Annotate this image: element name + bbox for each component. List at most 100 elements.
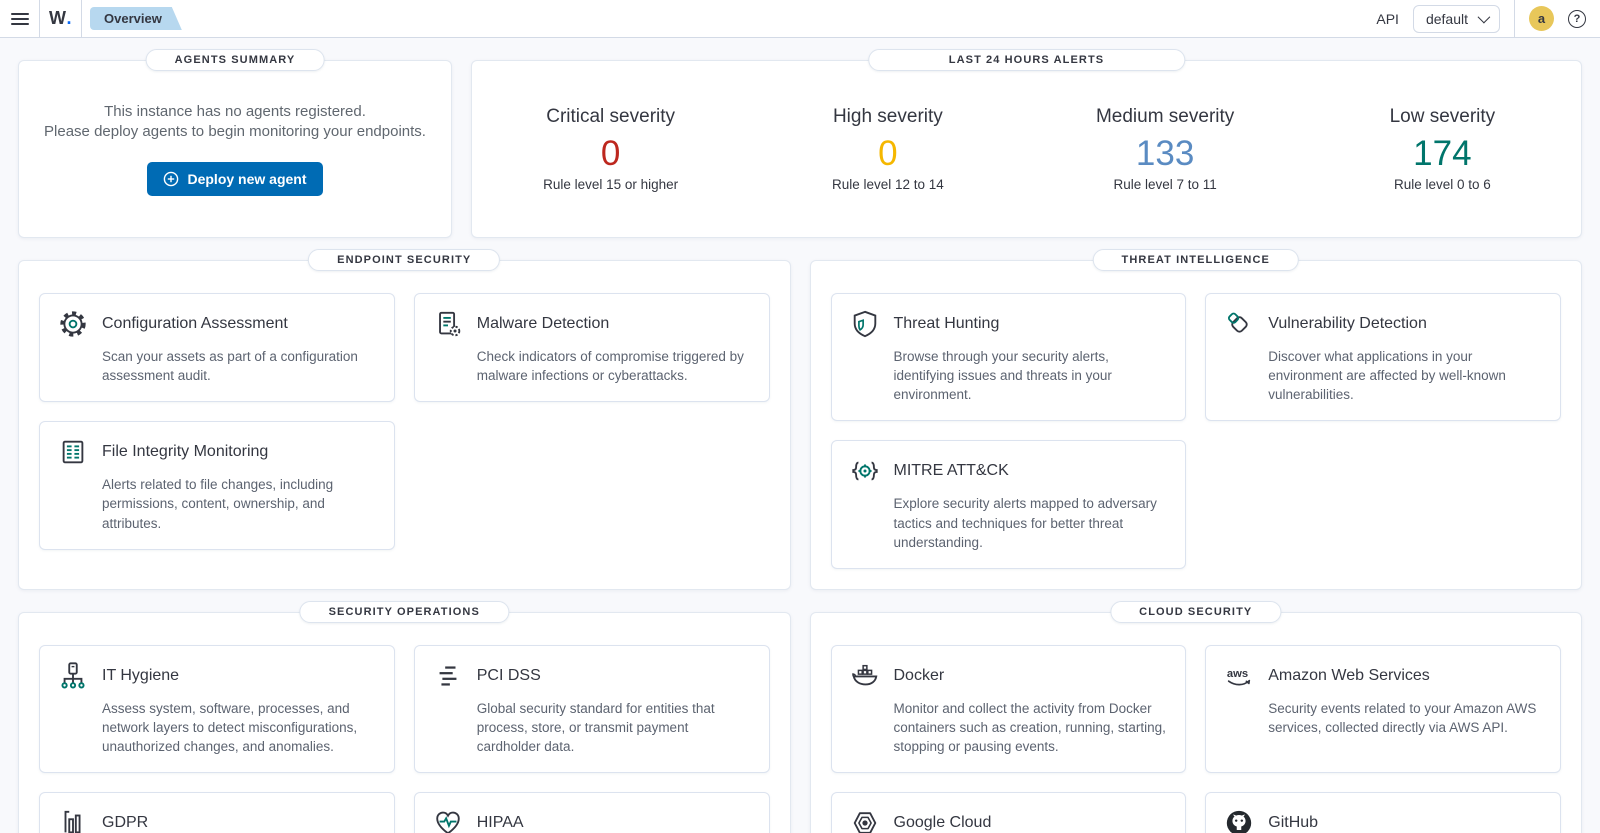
wazuh-logo[interactable]: W.: [40, 0, 82, 37]
severity-label: Critical severity: [546, 105, 676, 127]
panel-cloud-security: CLOUD SECURITY Docker Monitor and collec…: [809, 600, 1582, 833]
severity-rule-level: Rule level 7 to 11: [1113, 177, 1217, 193]
card-title: Docker: [893, 666, 945, 684]
card-description: Discover what applications in your envir…: [1268, 349, 1506, 403]
document-gear-icon: [433, 309, 463, 339]
card-title: Threat Hunting: [893, 315, 1000, 332]
card-pci-dss[interactable]: PCI DSS Global security standard for ent…: [413, 644, 770, 774]
plus-circle-icon: [164, 171, 179, 187]
severity-high: High severity 0 Rule level 12 to 14: [749, 106, 1026, 193]
card-file-integrity-monitoring[interactable]: File Integrity Monitoring Alerts related…: [39, 421, 395, 550]
shield-icon: [850, 309, 880, 339]
gear-icon: [58, 309, 88, 339]
severity-rule-level: Rule level 15 or higher: [543, 177, 679, 193]
svg-text:aws: aws: [1227, 668, 1248, 680]
card-hipaa[interactable]: HIPAA Health Insurance Portability and A…: [413, 792, 770, 833]
card-description: Scan your assets as part of a configurat…: [102, 349, 358, 384]
severity-label: High severity: [832, 105, 943, 127]
card-configuration-assessment[interactable]: Configuration Assessment Scan your asset…: [39, 293, 395, 403]
card-title: Vulnerability Detection: [1268, 315, 1427, 332]
panel-threat-intelligence: THREAT INTELLIGENCE Threat Hunting Brows…: [809, 249, 1582, 590]
agents-message-line2: Please deploy agents to begin monitoring…: [44, 123, 426, 140]
severity-rule-level: Rule level 12 to 14: [831, 177, 944, 193]
stacked-lines-icon: [433, 661, 463, 691]
card-mitre-attack[interactable]: MITRE ATT&CK Explore security alerts map…: [830, 440, 1187, 569]
api-label: API: [1376, 10, 1399, 27]
logo-dot: .: [66, 8, 72, 28]
top-header: W. Overview API default a ?: [0, 0, 1600, 38]
panel-title-security-operations: SECURITY OPERATIONS: [299, 600, 509, 623]
vulnerability-icon: [1224, 309, 1254, 339]
severity-rule-level: Rule level 0 to 6: [1393, 177, 1491, 193]
card-malware-detection[interactable]: Malware Detection Check indicators of co…: [413, 293, 770, 403]
card-description: Global security standard for entities th…: [476, 700, 715, 755]
deploy-new-agent-button[interactable]: Deploy new agent: [147, 162, 323, 197]
api-selector-value: default: [1425, 10, 1468, 27]
aws-logo-icon: aws: [1224, 661, 1254, 691]
columns-icon: [58, 808, 88, 833]
deploy-button-label: Deploy new agent: [187, 171, 307, 188]
panel-title-endpoint-security: ENDPOINT SECURITY: [308, 249, 501, 271]
logo-text: W: [48, 8, 67, 28]
main-content: AGENTS SUMMARY This instance has no agen…: [0, 38, 1600, 833]
card-it-hygiene[interactable]: IT Hygiene Assess system, software, proc…: [39, 644, 395, 774]
panel-title-agents-summary: AGENTS SUMMARY: [145, 49, 325, 71]
heart-pulse-icon: [433, 808, 463, 833]
severity-count[interactable]: 174: [1413, 133, 1472, 173]
docker-whale-icon: [850, 661, 880, 691]
avatar[interactable]: a: [1529, 6, 1554, 31]
card-description: Check indicators of compromise triggered…: [476, 349, 744, 384]
panel-title-threat-intelligence: THREAT INTELLIGENCE: [1092, 249, 1299, 271]
card-threat-hunting[interactable]: Threat Hunting Browse through your secur…: [830, 293, 1187, 422]
severity-label: Medium severity: [1095, 105, 1235, 127]
file-lines-icon: [58, 437, 88, 467]
card-description: Alerts related to file changes, includin…: [102, 477, 334, 531]
network-tree-icon: [58, 661, 88, 691]
panel-title-cloud-security: CLOUD SECURITY: [1110, 600, 1282, 623]
help-icon[interactable]: ?: [1568, 9, 1586, 28]
card-description: Security events related to your Amazon A…: [1268, 700, 1537, 736]
card-title: GDPR: [102, 814, 149, 832]
card-title: GitHub: [1268, 814, 1319, 832]
card-description: Explore security alerts mapped to advers…: [893, 496, 1157, 550]
card-google-cloud[interactable]: Google Cloud Security events related to …: [830, 792, 1187, 833]
card-description: Browse through your security alerts, ide…: [893, 349, 1112, 403]
severity-count[interactable]: 0: [878, 133, 898, 173]
severity-label: Low severity: [1389, 105, 1496, 127]
panel-title-alerts: LAST 24 HOURS ALERTS: [867, 49, 1186, 71]
api-selector[interactable]: default: [1412, 4, 1500, 33]
tab-overview[interactable]: Overview: [90, 7, 182, 30]
card-gdpr[interactable]: GDPR General Data Protection Regulation …: [39, 792, 395, 833]
google-cloud-icon: [850, 808, 880, 833]
menu-button[interactable]: [0, 0, 40, 37]
panel-security-operations: SECURITY OPERATIONS IT Hygiene Assess sy…: [18, 600, 791, 833]
chevron-down-icon: [1477, 10, 1491, 24]
card-docker[interactable]: Docker Monitor and collect the activity …: [830, 644, 1187, 774]
card-title: Amazon Web Services: [1268, 666, 1430, 684]
card-title: PCI DSS: [476, 666, 541, 684]
card-title: Google Cloud: [893, 814, 992, 832]
agents-message-line1: This instance has no agents registered.: [104, 102, 366, 120]
card-description: Assess system, software, processes, and …: [102, 700, 358, 755]
panel-last-24-hours-alerts: LAST 24 HOURS ALERTS Critical severity 0…: [471, 49, 1582, 238]
header-divider: [1514, 0, 1515, 37]
mitre-attack-icon: [850, 456, 880, 486]
card-title: IT Hygiene: [102, 666, 180, 684]
severity-count[interactable]: 0: [600, 133, 621, 173]
card-title: HIPAA: [476, 814, 524, 832]
card-vulnerability-detection[interactable]: Vulnerability Detection Discover what ap…: [1205, 293, 1561, 422]
panel-agents-summary: AGENTS SUMMARY This instance has no agen…: [18, 49, 452, 238]
card-title: File Integrity Monitoring: [102, 443, 269, 461]
severity-count[interactable]: 133: [1135, 133, 1195, 173]
card-title: MITRE ATT&CK: [893, 462, 1009, 480]
card-amazon-web-services[interactable]: aws Amazon Web Services Security events …: [1205, 644, 1561, 774]
card-github[interactable]: GitHub Monitoring events from audit logs…: [1205, 792, 1561, 833]
card-title: Configuration Assessment: [102, 315, 288, 332]
github-octocat-icon: [1224, 808, 1254, 833]
severity-low: Low severity 174 Rule level 0 to 6: [1304, 106, 1581, 193]
card-description: Monitor and collect the activity from Do…: [893, 700, 1166, 755]
severity-critical: Critical severity 0 Rule level 15 or hig…: [472, 106, 749, 193]
severity-medium: Medium severity 133 Rule level 7 to 11: [1027, 106, 1304, 193]
hamburger-icon: [10, 12, 29, 25]
panel-endpoint-security: ENDPOINT SECURITY Configuration Assessme…: [18, 249, 791, 590]
